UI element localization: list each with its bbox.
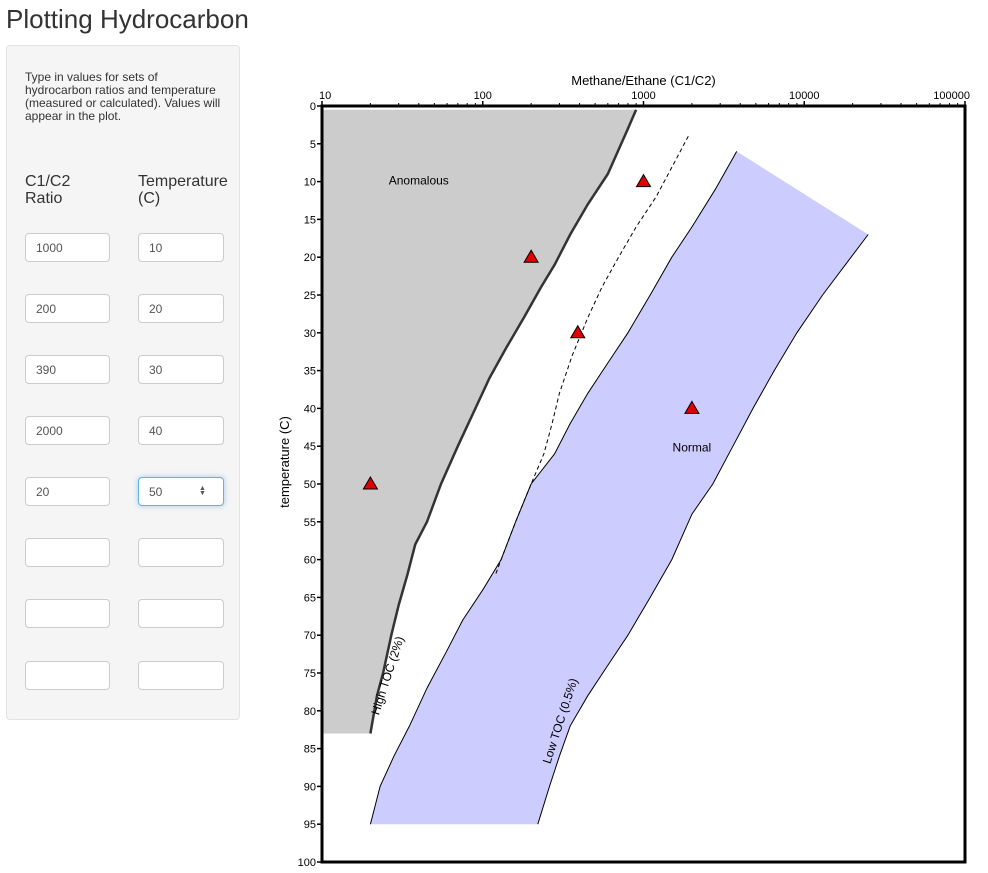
y-tick-label: 85 [304, 744, 316, 756]
ratio-input-3[interactable] [25, 355, 110, 384]
column-header-temperature: Temperature (C) [138, 173, 228, 207]
data-point-4 [684, 400, 700, 414]
data-point-5 [362, 476, 379, 490]
y-tick-label: 90 [304, 781, 316, 793]
y-tick-label: 10 [304, 177, 316, 189]
number-spinner-icon[interactable]: ▲ ▼ [199, 485, 206, 497]
y-tick-label: 50 [304, 479, 316, 491]
temperature-input-2[interactable] [138, 294, 224, 323]
data-point-3 [569, 324, 586, 339]
y-tick-label: 60 [304, 555, 316, 567]
y-tick-label: 100 [298, 857, 316, 869]
y-tick-label: 0 [310, 101, 316, 113]
temperature-input-1[interactable] [138, 233, 224, 262]
ratio-input-4[interactable] [25, 416, 110, 445]
dashed-curve-line [495, 135, 689, 575]
y-tick-label: 95 [304, 819, 316, 831]
x-tick-label: 10 [319, 90, 331, 102]
y-tick-label: 5 [310, 139, 316, 151]
plot-axes: 10 100 1000 10000 100000 0 5 10 15 20 25 30 35 40 45 50… [298, 90, 970, 869]
normal-label: Normal [673, 440, 712, 454]
normal-region [370, 151, 869, 825]
data-point-2 [523, 249, 540, 263]
y-tick-label: 75 [304, 668, 316, 680]
y-tick-label: 65 [304, 592, 316, 604]
page-title: Plotting Hydrocarbon [6, 4, 249, 34]
anomalous-label: Anomalous [389, 174, 449, 188]
temperature-input-6[interactable] [138, 538, 224, 567]
ratio-input-6[interactable] [25, 538, 110, 567]
anomalous-region [322, 109, 637, 734]
y-tick-label: 55 [304, 517, 316, 529]
temperature-input-7[interactable] [138, 599, 224, 628]
temperature-input-8[interactable] [138, 661, 224, 690]
column-header-ratio: C1/C2 Ratio [25, 173, 70, 207]
temperature-input-3[interactable] [138, 355, 224, 384]
y-tick-label: 30 [304, 328, 316, 340]
ratio-input-1[interactable] [25, 233, 110, 262]
x-axis-title: Methane/Ethane (C1/C2) [571, 73, 716, 88]
y-tick-label: 25 [304, 290, 316, 302]
data-point-1 [635, 173, 652, 188]
anomalous-boundary-line [369, 109, 638, 734]
x-tick-label: 100000 [933, 90, 970, 102]
y-axis-title: temperature (C) [277, 416, 292, 508]
ratio-input-8[interactable] [25, 661, 110, 690]
high-toc-line [369, 151, 738, 825]
y-tick-label: 80 [304, 706, 316, 718]
y-tick-label: 40 [304, 403, 316, 415]
column-header-temperature-line2: (C) [138, 190, 161, 207]
input-panel: Type in values for sets of hydrocarbon r… [6, 45, 240, 720]
x-tick-label: 10000 [789, 90, 820, 102]
low-toc-line [537, 234, 869, 825]
y-tick-label: 20 [304, 252, 316, 264]
y-tick-label: 35 [304, 366, 316, 378]
column-header-temperature-line1: Temperature [138, 173, 228, 190]
y-tick-label: 45 [304, 441, 316, 453]
y-tick-label: 15 [304, 214, 316, 226]
plot-marks [362, 173, 700, 490]
x-tick-label: 100 [474, 90, 492, 102]
column-header-ratio-line1: C1/C2 [25, 173, 71, 190]
x-tick-label: 1000 [631, 90, 655, 102]
ratio-input-5[interactable] [25, 477, 110, 506]
temperature-input-5[interactable] [138, 477, 224, 506]
ratio-input-2[interactable] [25, 294, 110, 323]
column-header-ratio-line2: Ratio [25, 190, 63, 207]
instructions-text: Type in values for sets of hydrocarbon r… [25, 70, 221, 123]
temperature-input-4[interactable] [138, 416, 224, 445]
ratio-input-7[interactable] [25, 599, 110, 628]
y-tick-label: 70 [304, 630, 316, 642]
